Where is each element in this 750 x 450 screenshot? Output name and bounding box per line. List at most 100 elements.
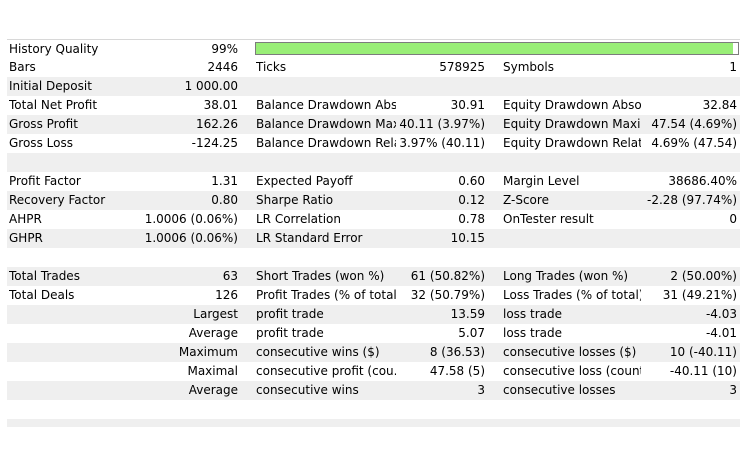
cell-label-2: Sharpe Ratio <box>256 193 334 207</box>
cell-label-3: Z-Score <box>503 193 549 207</box>
table-row: Average profit trade 5.07 loss trade -4.01 <box>7 324 740 343</box>
table-row <box>7 248 740 267</box>
cell-label-2: profit trade <box>256 326 324 340</box>
cell-label-2: consecutive wins <box>256 383 359 397</box>
table-row: Total Net Profit 38.01 Balance Drawdown Ab… <box>7 96 740 115</box>
cell-value-1: 1 000.00 <box>184 79 238 93</box>
cell-label-1: Recovery Factor <box>9 193 106 207</box>
tester-report-table: History Quality 99% Bars 2446 Ticks 578925 S… <box>7 39 740 427</box>
table-row: Initial Deposit 1 000.00 <box>7 77 740 96</box>
cell-label-3: Equity Drawdown Absol... <box>503 98 641 112</box>
table-row: Profit Factor 1.31 Expected Payoff 0.60 Marg… <box>7 172 740 191</box>
cell-label-3: consecutive losses ($) <box>503 345 637 359</box>
cell-value-3: -4.01 <box>705 326 737 340</box>
cell-value-2: 61 (50.82%) <box>410 269 485 283</box>
cell-value-3: 4.69% (47.54) <box>651 136 737 150</box>
cell-label-3: Margin Level <box>503 174 580 188</box>
cell-label-3: OnTester result <box>503 212 594 226</box>
table-row: GHPR 1.0006 (0.06%) LR Standard Error 10.15 <box>7 229 740 248</box>
cell-value-1: 162.26 <box>196 117 238 131</box>
cell-value-3: -2.28 (97.74%) <box>647 193 737 207</box>
cell-value-1: 63 <box>222 269 238 283</box>
table-row: AHPR 1.0006 (0.06%) LR Correlation 0.78 OnTe… <box>7 210 740 229</box>
table-row: Maximum consecutive wins ($) 8 (36.53) cons… <box>7 343 740 362</box>
cell-value-2: 8 (36.53) <box>429 345 485 359</box>
cell-value-1: 126 <box>215 288 238 302</box>
cell-value-2: 47.58 (5) <box>429 364 485 378</box>
cell-label-1: Bars <box>9 60 36 74</box>
cell-value-3: 31 (49.21%) <box>662 288 737 302</box>
cell-value-1: 0.80 <box>211 193 238 207</box>
row-sublabel: Maximum <box>178 345 238 359</box>
cell-label-3: Symbols <box>503 60 554 74</box>
cell-label-1: GHPR <box>9 231 43 245</box>
row-sublabel: Average <box>188 383 238 397</box>
cell-label-3: loss trade <box>503 326 562 340</box>
table-row: Maximal consecutive profit (cou... 47.58 (… <box>7 362 740 381</box>
stats-rows: Bars 2446 Ticks 578925 Symbols 1 Initial Depos… <box>7 58 740 419</box>
cell-value-2: 3 <box>477 383 485 397</box>
cell-label-3: consecutive loss (count) <box>503 364 641 378</box>
table-row <box>7 153 740 172</box>
cell-label-2: LR Standard Error <box>256 231 363 245</box>
cell-label-2: consecutive profit (cou... <box>256 364 396 378</box>
cell-label-3: Long Trades (won %) <box>503 269 629 283</box>
cell-value-2: 13.59 <box>450 307 485 321</box>
cell-value-3: 47.54 (4.69%) <box>651 117 737 131</box>
cell-label-1: Total Deals <box>9 288 75 302</box>
cell-label-2: Balance Drawdown Max... <box>256 117 396 131</box>
cell-value-2: 0.60 <box>458 174 485 188</box>
row-sublabel: Average <box>188 326 238 340</box>
cell-value-2: 40.11 (3.97%) <box>399 117 485 131</box>
cell-value-1: 1.0006 (0.06%) <box>144 231 238 245</box>
cell-label-2: profit trade <box>256 307 324 321</box>
table-row: Gross Loss -124.25 Balance Drawdown Rela..… <box>7 134 740 153</box>
cell-value-1: 2446 <box>207 60 238 74</box>
cell-value-3: 2 (50.00%) <box>670 269 737 283</box>
history-quality-bar <box>255 42 739 55</box>
history-quality-value: 99% <box>211 42 238 56</box>
cell-value-1: 1.0006 (0.06%) <box>144 212 238 226</box>
cell-value-2: 32 (50.79%) <box>410 288 485 302</box>
cell-value-3: 10 (-40.11) <box>669 345 737 359</box>
cell-label-1: Total Net Profit <box>9 98 98 112</box>
cell-value-1: 38.01 <box>203 98 238 112</box>
cell-label-2: LR Correlation <box>256 212 342 226</box>
cell-label-1: Initial Deposit <box>9 79 92 93</box>
table-row: Bars 2446 Ticks 578925 Symbols 1 <box>7 58 740 77</box>
cell-label-2: Profit Trades (% of total) <box>256 288 396 302</box>
cell-label-2: Balance Drawdown Abs... <box>256 98 396 112</box>
cell-label-2: Ticks <box>256 60 287 74</box>
cell-value-1: 1.31 <box>211 174 238 188</box>
cell-value-2: 5.07 <box>458 326 485 340</box>
cell-label-3: Equity Drawdown Maxi... <box>503 117 641 131</box>
cell-value-2: 3.97% (40.11) <box>399 136 485 150</box>
history-quality-label: History Quality <box>9 42 99 56</box>
cell-value-3: -4.03 <box>705 307 737 321</box>
cell-label-1: Gross Profit <box>9 117 78 131</box>
cell-value-2: 0.12 <box>458 193 485 207</box>
cell-label-1: Gross Loss <box>9 136 73 150</box>
cell-value-3: 1 <box>729 60 737 74</box>
row-sublabel: Largest <box>193 307 238 321</box>
cell-value-2: 30.91 <box>450 98 485 112</box>
cell-label-2: Short Trades (won %) <box>256 269 385 283</box>
cell-label-1: Profit Factor <box>9 174 81 188</box>
table-row: Largest profit trade 13.59 loss trade -4.03 <box>7 305 740 324</box>
cell-value-3: 32.84 <box>702 98 737 112</box>
cell-value-3: 0 <box>729 212 737 226</box>
table-row: Average consecutive wins 3 consecutive loss… <box>7 381 740 400</box>
cell-value-1: -124.25 <box>191 136 238 150</box>
row-sublabel: Maximal <box>187 364 238 378</box>
cell-label-1: Total Trades <box>9 269 80 283</box>
cell-value-2: 578925 <box>439 60 485 74</box>
cell-label-3: loss trade <box>503 307 562 321</box>
cell-value-3: 38686.40% <box>668 174 737 188</box>
cell-label-3: consecutive losses <box>503 383 616 397</box>
history-quality-bar-fill <box>256 43 734 54</box>
cell-label-2: Expected Payoff <box>256 174 353 188</box>
table-row: Total Trades 63 Short Trades (won %) 61 (50… <box>7 267 740 286</box>
cell-value-3: -40.11 (10) <box>669 364 737 378</box>
cell-label-3: Loss Trades (% of total) <box>503 288 641 302</box>
cell-label-1: AHPR <box>9 212 42 226</box>
